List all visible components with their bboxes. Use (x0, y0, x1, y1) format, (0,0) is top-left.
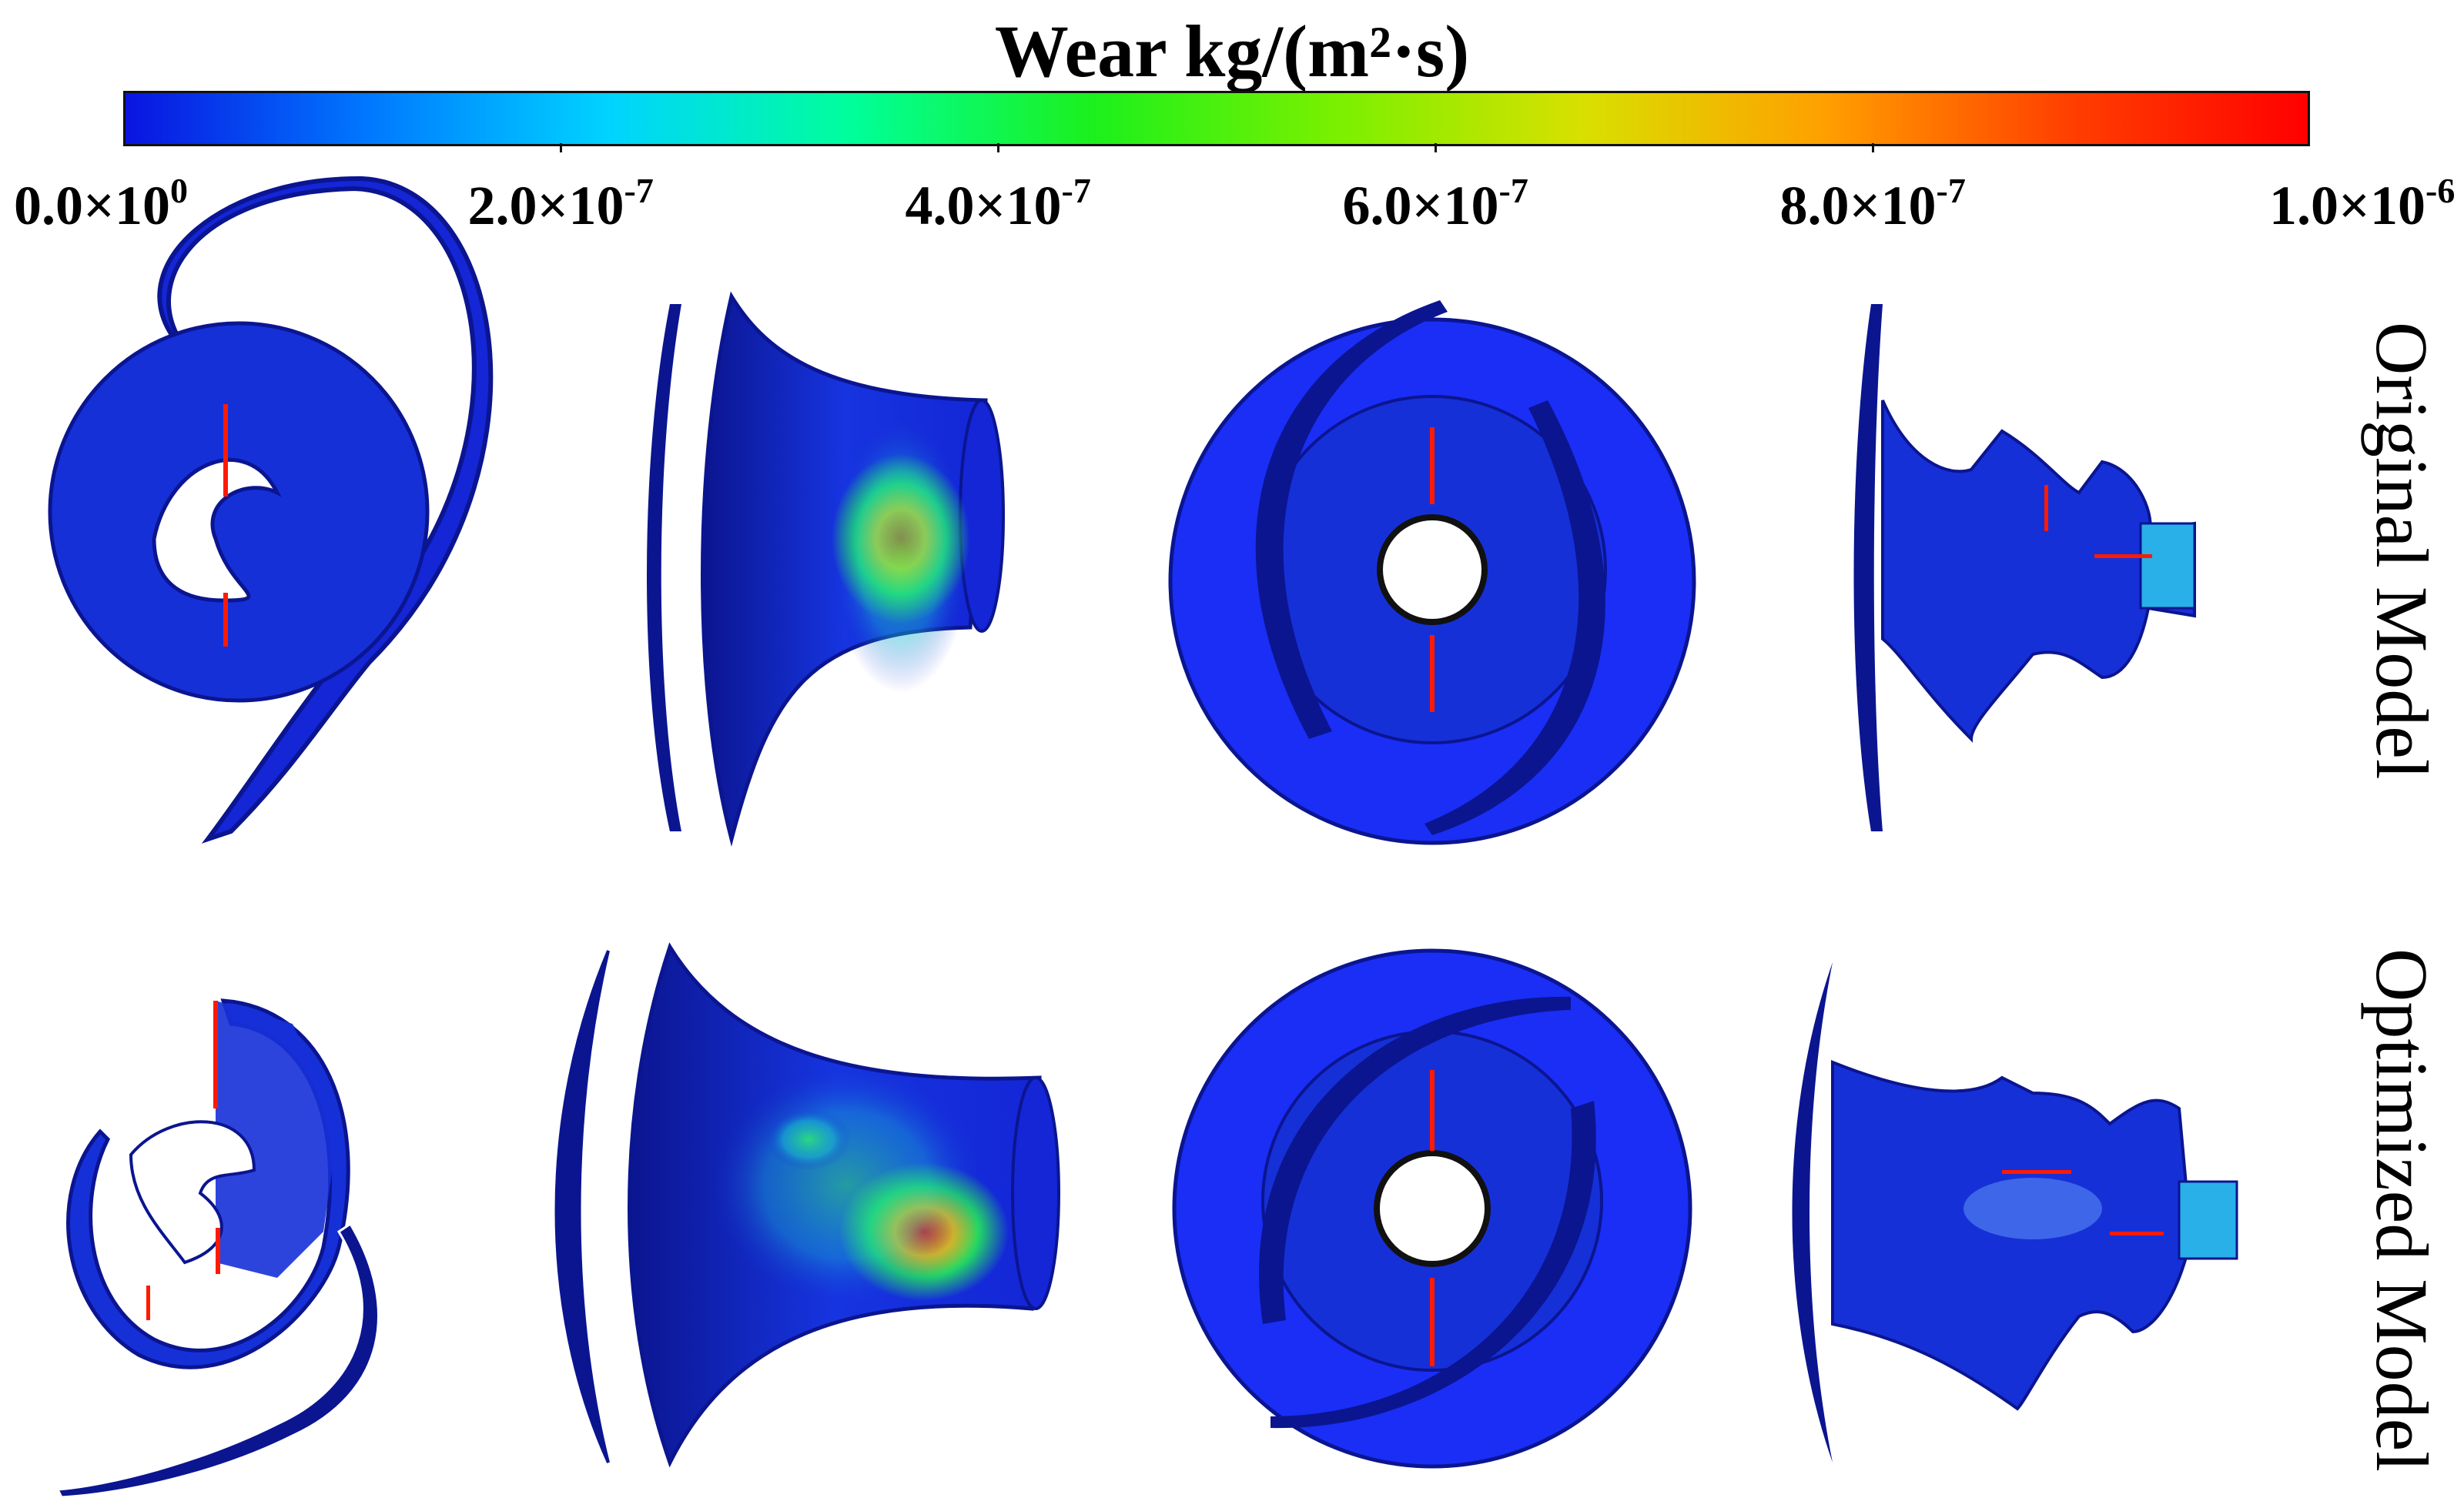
colorbar-gradient (123, 91, 2310, 146)
original-view-side-stepped (1853, 304, 2196, 831)
colorbar-tick (560, 143, 562, 152)
colorbar-tick-label: 0.0×100 (14, 171, 189, 236)
original-view-top-spiral (48, 176, 494, 844)
colorbar-tick-label: 4.0×10-7 (905, 171, 1091, 236)
optimized-view-side-stepped (1792, 962, 2238, 1463)
colorbar-tick (997, 143, 999, 152)
optimized-view-top-spiral (55, 998, 380, 1499)
colorbar-tick (1435, 143, 1437, 152)
row-label-original: Original Model (2361, 322, 2443, 780)
optimized-view-side (554, 942, 1060, 1468)
original-view-side (647, 291, 1005, 847)
colorbar-tick (1872, 143, 1874, 152)
colorbar-tick-label: 6.0×10-7 (1342, 171, 1528, 236)
colorbar-tick-label: 2.0×10-7 (467, 171, 654, 236)
colorbar-tick-label: 8.0×10-7 (1779, 171, 1966, 236)
colorbar-tick-label: 1.0×10-6 (2269, 171, 2456, 236)
row-label-optimized: Optimized Model (2361, 948, 2443, 1472)
original-view-front (1168, 300, 1696, 845)
optimized-view-front (1172, 948, 1692, 1469)
colorbar-title: Wear kg/(m²·s) (994, 10, 1470, 92)
